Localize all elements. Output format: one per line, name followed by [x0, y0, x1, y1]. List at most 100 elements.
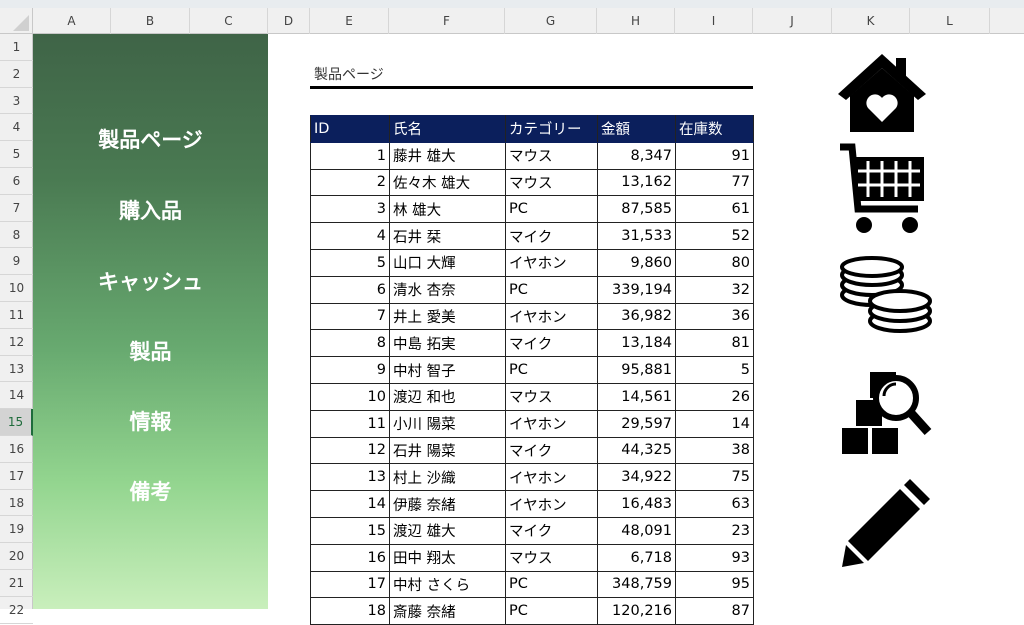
cell-id[interactable]: 9 — [310, 356, 390, 384]
cell-amount[interactable]: 16,483 — [597, 490, 676, 518]
cell-stock[interactable]: 26 — [675, 382, 754, 411]
row-header-17[interactable]: 17 — [0, 463, 33, 490]
cell-name[interactable]: 伊藤 奈緒 — [389, 490, 506, 518]
cell-id[interactable]: 16 — [310, 543, 390, 572]
header-name[interactable]: 氏名 — [389, 115, 506, 143]
header-stock[interactable]: 在庫数 — [675, 115, 754, 143]
column-header-J[interactable]: J — [753, 8, 832, 34]
cell-amount[interactable]: 48,091 — [597, 516, 676, 545]
row-header-20[interactable]: 20 — [0, 543, 33, 570]
column-header-G[interactable]: G — [505, 8, 597, 34]
row-header-2[interactable]: 2 — [0, 61, 33, 88]
cell-id[interactable]: 17 — [310, 570, 390, 599]
cell-amount[interactable]: 36,982 — [597, 302, 676, 331]
row-header-11[interactable]: 11 — [0, 302, 33, 329]
cell-category[interactable]: PC — [505, 195, 598, 224]
row-header-6[interactable]: 6 — [0, 168, 33, 195]
cell-name[interactable]: 林 雄大 — [389, 195, 506, 224]
cell-category[interactable]: マウス — [505, 141, 598, 170]
column-header-L[interactable]: L — [910, 8, 990, 34]
cell-name[interactable]: 斎藤 奈緒 — [389, 597, 506, 625]
row-header-13[interactable]: 13 — [0, 356, 33, 383]
cell-id[interactable]: 2 — [310, 168, 390, 197]
header-amount[interactable]: 金額 — [597, 115, 676, 143]
cell-stock[interactable]: 91 — [675, 141, 754, 170]
cell-name[interactable]: 佐々木 雄大 — [389, 168, 506, 197]
cell-category[interactable]: マイク — [505, 329, 598, 358]
cell-category[interactable]: PC — [505, 356, 598, 384]
cell-name[interactable]: 井上 愛美 — [389, 302, 506, 331]
cell-id[interactable]: 3 — [310, 195, 390, 224]
nav-purchases[interactable]: 購入品 — [119, 199, 182, 223]
cell-amount[interactable]: 31,533 — [597, 222, 676, 250]
cell-stock[interactable]: 23 — [675, 516, 754, 545]
cell-id[interactable]: 6 — [310, 275, 390, 304]
shopping-cart-icon[interactable] — [838, 143, 928, 235]
cell-name[interactable]: 渡辺 和也 — [389, 382, 506, 411]
row-header-19[interactable]: 19 — [0, 516, 33, 544]
cell-stock[interactable]: 52 — [675, 222, 754, 250]
row-header-5[interactable]: 5 — [0, 141, 33, 168]
inventory-search-icon[interactable] — [840, 366, 934, 456]
cell-id[interactable]: 14 — [310, 490, 390, 518]
cell-amount[interactable]: 13,162 — [597, 168, 676, 197]
row-header-15[interactable]: 15 — [0, 409, 33, 436]
cell-category[interactable]: PC — [505, 597, 598, 625]
coins-icon[interactable] — [838, 255, 934, 335]
cell-id[interactable]: 11 — [310, 409, 390, 438]
column-header-I[interactable]: I — [675, 8, 753, 34]
cell-id[interactable]: 8 — [310, 329, 390, 358]
cell-stock[interactable]: 87 — [675, 597, 754, 625]
cell-amount[interactable]: 8,347 — [597, 141, 676, 170]
cell-category[interactable]: マウス — [505, 168, 598, 197]
cell-id[interactable]: 12 — [310, 436, 390, 465]
cell-category[interactable]: イヤホン — [505, 490, 598, 518]
cell-category[interactable]: イヤホン — [505, 409, 598, 438]
cell-name[interactable]: 中村 智子 — [389, 356, 506, 384]
cell-category[interactable]: マイク — [505, 516, 598, 545]
cell-name[interactable]: 小川 陽菜 — [389, 409, 506, 438]
row-header-7[interactable]: 7 — [0, 195, 33, 222]
cell-category[interactable]: PC — [505, 570, 598, 599]
cell-stock[interactable]: 75 — [675, 463, 754, 492]
cell-amount[interactable]: 120,216 — [597, 597, 676, 625]
cell-stock[interactable]: 80 — [675, 248, 754, 277]
column-header-D[interactable]: D — [268, 8, 310, 34]
select-all-button[interactable] — [0, 8, 33, 34]
nav-cash[interactable]: キャッシュ — [98, 270, 203, 294]
cell-stock[interactable]: 63 — [675, 490, 754, 518]
cell-amount[interactable]: 348,759 — [597, 570, 676, 599]
cell-name[interactable]: 渡辺 雄大 — [389, 516, 506, 545]
cell-amount[interactable]: 44,325 — [597, 436, 676, 465]
cell-category[interactable]: マウス — [505, 543, 598, 572]
row-header-22[interactable]: 22 — [0, 597, 33, 624]
cell-name[interactable]: 石井 陽菜 — [389, 436, 506, 465]
row-header-1[interactable]: 1 — [0, 34, 33, 61]
cell-amount[interactable]: 339,194 — [597, 275, 676, 304]
cell-category[interactable]: マウス — [505, 382, 598, 411]
cell-amount[interactable]: 29,597 — [597, 409, 676, 438]
nav-products-page[interactable]: 製品ページ — [98, 128, 203, 152]
cell-amount[interactable]: 13,184 — [597, 329, 676, 358]
header-category[interactable]: カテゴリー — [505, 115, 598, 143]
row-header-14[interactable]: 14 — [0, 382, 33, 410]
row-header-9[interactable]: 9 — [0, 248, 33, 276]
row-header-18[interactable]: 18 — [0, 490, 33, 517]
cell-category[interactable]: イヤホン — [505, 248, 598, 277]
row-header-12[interactable]: 12 — [0, 329, 33, 356]
cell-stock[interactable]: 5 — [675, 356, 754, 384]
row-header-3[interactable]: 3 — [0, 88, 33, 115]
cell-name[interactable]: 中島 拓実 — [389, 329, 506, 358]
column-header-E[interactable]: E — [310, 8, 389, 34]
cell-stock[interactable]: 61 — [675, 195, 754, 224]
cell-stock[interactable]: 77 — [675, 168, 754, 197]
row-header-8[interactable]: 8 — [0, 222, 33, 249]
column-header-K[interactable]: K — [832, 8, 910, 34]
row-header-10[interactable]: 10 — [0, 275, 33, 302]
cell-id[interactable]: 1 — [310, 141, 390, 170]
column-header-A[interactable]: A — [33, 8, 111, 34]
column-header-B[interactable]: B — [111, 8, 190, 34]
cell-name[interactable]: 石井 栞 — [389, 222, 506, 250]
cell-stock[interactable]: 93 — [675, 543, 754, 572]
cell-amount[interactable]: 9,860 — [597, 248, 676, 277]
